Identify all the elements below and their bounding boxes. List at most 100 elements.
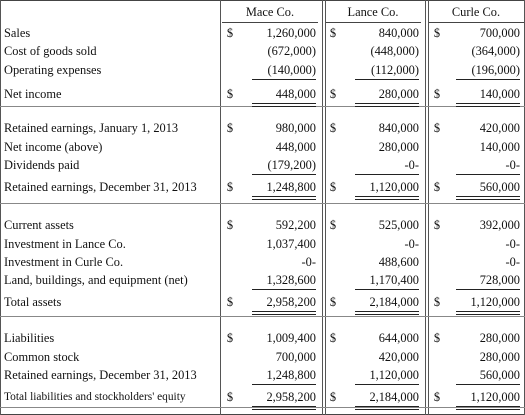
column-divider <box>322 0 323 415</box>
subtotal-underline <box>355 289 419 290</box>
cell-value: 592,200 <box>275 218 316 232</box>
cell-value: 392,000 <box>479 218 520 232</box>
cell-value: 700,000 <box>479 26 520 40</box>
total-double-underline <box>456 196 520 200</box>
dollar-sign: $ <box>433 87 441 101</box>
cell-value: 280,000 <box>479 331 520 345</box>
dollar-sign: $ <box>329 331 337 345</box>
cell-value: 280,000 <box>479 350 520 364</box>
cell-value: -0- <box>505 158 520 172</box>
cell-value: 980,000 <box>275 121 316 135</box>
total-double-underline <box>355 196 419 200</box>
section-rule <box>0 316 525 317</box>
dollar-sign: $ <box>433 218 441 232</box>
dollar-sign: $ <box>329 390 337 404</box>
dollar-sign: $ <box>226 331 234 345</box>
cell-value: 560,000 <box>479 180 520 194</box>
row-label: Net income (above) <box>4 140 103 154</box>
cell-value: 700,000 <box>275 350 316 364</box>
cell-value: 2,958,200 <box>266 390 316 404</box>
dollar-sign: $ <box>329 295 337 309</box>
total-double-underline <box>252 311 316 315</box>
cell-value: (179,200) <box>267 158 316 172</box>
cell-value: 525,000 <box>378 218 419 232</box>
cell-value: 1,248,800 <box>266 180 316 194</box>
cell-value: (112,000) <box>370 63 419 77</box>
subtotal-underline <box>456 289 520 290</box>
total-double-underline <box>456 103 520 107</box>
row-label: Investment in Curle Co. <box>4 255 124 269</box>
cell-value: 140,000 <box>479 140 520 154</box>
total-double-underline <box>355 103 419 107</box>
total-double-underline <box>456 406 520 410</box>
dollar-sign: $ <box>226 180 234 194</box>
cell-value: 1,037,400 <box>266 237 316 251</box>
dollar-sign: $ <box>226 26 234 40</box>
cell-value: 420,000 <box>479 121 520 135</box>
cell-value: (196,000) <box>471 63 520 77</box>
column-divider <box>220 0 221 415</box>
cell-value: 644,000 <box>378 331 419 345</box>
section-rule <box>0 407 525 408</box>
cell-value: (364,000) <box>471 44 520 58</box>
cell-value: 560,000 <box>479 368 520 382</box>
row-label: Common stock <box>4 350 80 364</box>
subtotal-underline <box>355 384 419 385</box>
cell-value: 140,000 <box>479 87 520 101</box>
cell-value: (448,000) <box>370 44 419 58</box>
total-double-underline <box>252 103 316 107</box>
cell-value: 448,000 <box>275 140 316 154</box>
cell-value: 840,000 <box>378 26 419 40</box>
subtotal-underline <box>252 174 316 175</box>
column-header-mace: Mace Co. <box>245 5 295 19</box>
column-divider <box>425 0 426 415</box>
dollar-sign: $ <box>433 121 441 135</box>
subtotal-underline <box>456 79 520 80</box>
total-double-underline <box>456 311 520 315</box>
subtotal-underline <box>456 174 520 175</box>
dollar-sign: $ <box>226 390 234 404</box>
total-double-underline <box>252 196 316 200</box>
cell-value: -0- <box>505 255 520 269</box>
row-label: Cost of goods sold <box>4 44 97 58</box>
cell-value: 280,000 <box>378 87 419 101</box>
cell-value: 448,000 <box>275 87 316 101</box>
row-label: Land, buildings, and equipment (net) <box>4 273 188 287</box>
column-header-curle: Curle Co. <box>451 5 501 19</box>
row-label: Total liabilities and stockholders' equi… <box>4 391 186 403</box>
cell-value: 728,000 <box>479 273 520 287</box>
dollar-sign: $ <box>226 87 234 101</box>
header-rule-curle <box>428 22 524 23</box>
dollar-sign: $ <box>226 218 234 232</box>
dollar-sign: $ <box>329 218 337 232</box>
dollar-sign: $ <box>329 121 337 135</box>
cell-value: 2,184,000 <box>369 390 419 404</box>
row-label: Liabilities <box>4 331 55 345</box>
cell-value: 280,000 <box>378 140 419 154</box>
header-rule-lance <box>325 22 421 23</box>
cell-value: -0- <box>505 237 520 251</box>
dollar-sign: $ <box>433 295 441 309</box>
dollar-sign: $ <box>226 295 234 309</box>
row-label: Retained earnings, December 31, 2013 <box>4 180 197 194</box>
dollar-sign: $ <box>329 180 337 194</box>
row-label: Retained earnings, January 1, 2013 <box>4 121 179 135</box>
subtotal-underline <box>252 79 316 80</box>
dollar-sign: $ <box>433 331 441 345</box>
subtotal-underline <box>456 384 520 385</box>
cell-value: 2,184,000 <box>369 295 419 309</box>
cell-value: -0- <box>404 158 419 172</box>
dollar-sign: $ <box>433 26 441 40</box>
total-double-underline <box>355 406 419 410</box>
total-double-underline <box>252 406 316 410</box>
left-border <box>0 0 1 415</box>
top-border <box>0 0 525 1</box>
row-label: Sales <box>4 26 31 40</box>
dollar-sign: $ <box>329 87 337 101</box>
header-rule-mace <box>222 22 318 23</box>
cell-value: 420,000 <box>378 350 419 364</box>
column-header-lance: Lance Co. <box>347 5 399 19</box>
cell-value: 840,000 <box>378 121 419 135</box>
cell-value: 1,009,400 <box>266 331 316 345</box>
